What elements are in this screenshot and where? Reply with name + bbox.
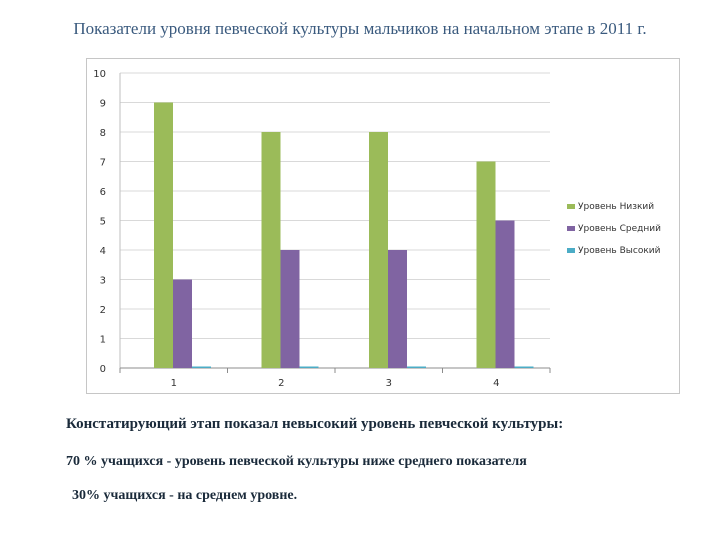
bar-1-cat-3 xyxy=(369,132,388,368)
conclusion-line-1: Констатирующий этап показал невысокий ур… xyxy=(66,416,564,432)
y-tick-label: 10 xyxy=(93,69,106,80)
x-tick-label: 1 xyxy=(171,378,177,389)
x-tick-label: 4 xyxy=(493,378,499,389)
bar-2-cat-1 xyxy=(173,279,192,368)
legend-swatch-3 xyxy=(567,248,575,253)
bar-2-cat-2 xyxy=(280,250,300,368)
legend-label-2: Уровень Средний xyxy=(578,224,661,234)
bar-1-cat-4 xyxy=(476,161,496,368)
y-tick-label: 2 xyxy=(100,305,106,316)
conclusion-line-2: 70 % учащихся - уровень певческой культу… xyxy=(66,454,527,469)
y-tick-label: 9 xyxy=(100,99,106,110)
y-tick-label: 7 xyxy=(100,158,106,169)
conclusion-line-3: 30% учащихся - на среднем уровне. xyxy=(72,488,298,503)
y-tick-label: 5 xyxy=(100,217,106,228)
bar-3-cat-2 xyxy=(299,366,319,368)
legend-swatch-2 xyxy=(567,226,575,231)
bar-1-cat-1 xyxy=(154,102,173,368)
bar-2-cat-3 xyxy=(388,250,407,368)
legend-swatch-1 xyxy=(567,204,575,209)
y-tick-label: 0 xyxy=(100,364,106,375)
page-title: Показатели уровня певческой культуры мал… xyxy=(73,19,647,38)
y-tick-label: 3 xyxy=(100,276,106,287)
legend-label-1: Уровень Низкий xyxy=(578,202,654,212)
bar-1-cat-2 xyxy=(261,132,281,368)
bar-3-cat-3 xyxy=(407,366,426,368)
legend-label-3: Уровень Высокий xyxy=(578,246,661,256)
bar-3-cat-4 xyxy=(514,366,534,368)
bar-3-cat-1 xyxy=(192,366,211,368)
y-tick-label: 8 xyxy=(100,128,106,139)
x-tick-label: 3 xyxy=(386,378,392,389)
bar-2-cat-4 xyxy=(495,220,515,368)
y-tick-label: 4 xyxy=(100,246,106,257)
y-tick-label: 1 xyxy=(100,335,106,346)
y-tick-label: 6 xyxy=(100,187,106,198)
x-tick-label: 2 xyxy=(278,378,284,389)
